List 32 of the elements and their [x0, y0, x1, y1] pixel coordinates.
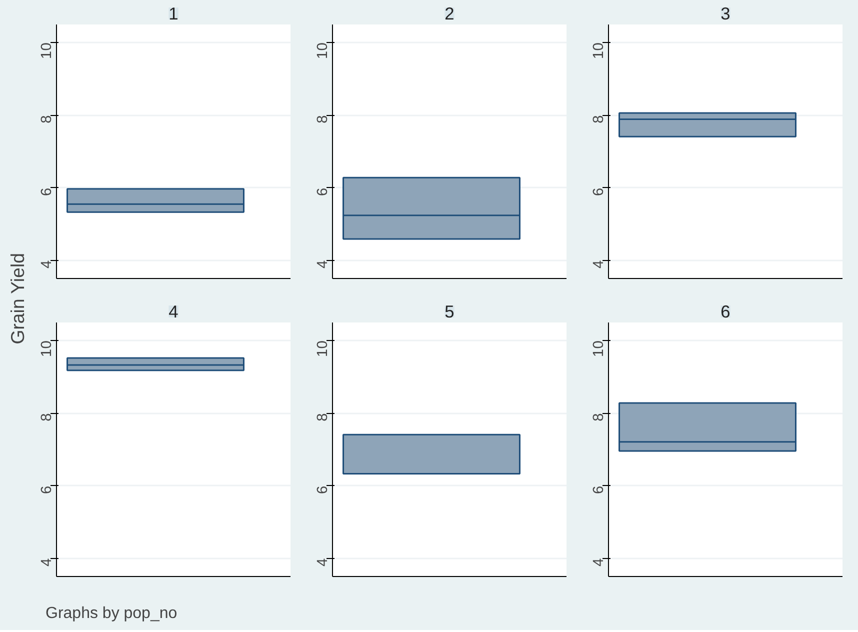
y-tick-label: 6 [591, 188, 607, 196]
y-tick-label: 6 [591, 486, 607, 494]
chart-title: 5 [444, 302, 454, 322]
y-tick-label: 10 [315, 340, 331, 357]
y-tick-label: 8 [315, 115, 331, 124]
y-tick-label: 6 [315, 188, 331, 196]
y-tick-label: 6 [315, 486, 331, 494]
y-tick-label: 4 [591, 558, 607, 567]
y-tick-label: 10 [39, 42, 55, 59]
y-tick-label: 8 [591, 115, 607, 124]
chart-title: 1 [168, 4, 178, 24]
y-tick-label: 4 [315, 260, 331, 269]
y-tick-label: 4 [591, 260, 607, 269]
chart-title: 4 [168, 302, 179, 322]
y-tick-label: 10 [39, 340, 55, 357]
y-tick-label: 8 [591, 413, 607, 422]
y-tick-label: 8 [39, 413, 55, 422]
y-tick-label: 8 [315, 413, 331, 422]
y-tick-label: 4 [39, 558, 55, 567]
chart-title: 2 [444, 4, 454, 24]
y-tick-label: 8 [39, 115, 55, 124]
y-tick-label: 4 [39, 260, 55, 269]
y-tick-label: 10 [315, 42, 331, 59]
y-tick-label: 6 [39, 486, 55, 494]
chart-title: 3 [720, 4, 730, 24]
y-tick-label: 6 [39, 188, 55, 196]
y-tick-label: 10 [591, 42, 607, 59]
y-tick-label: 10 [591, 340, 607, 357]
y-tick-label: 4 [315, 558, 331, 567]
y-axis-title: Grain Yield [6, 253, 28, 344]
chart-title: 6 [720, 302, 730, 322]
text: Graphs by pop_no [46, 605, 178, 622]
